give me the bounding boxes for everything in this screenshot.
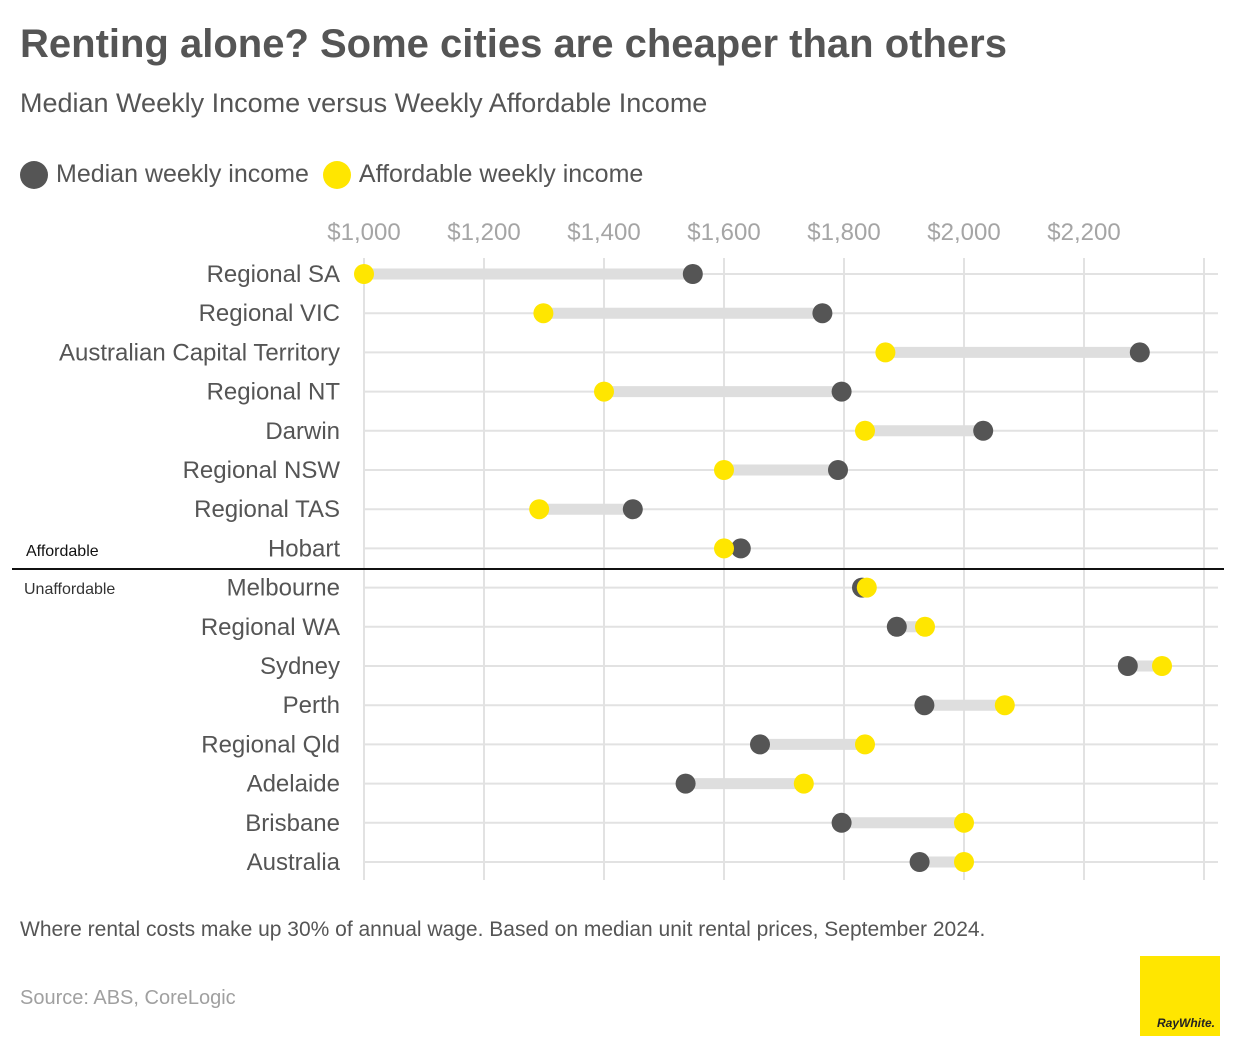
median-point [909, 852, 930, 872]
category-label: Regional NSW [183, 457, 341, 484]
category-label: Regional NT [207, 379, 341, 406]
x-tick-label: $2,000 [927, 219, 1000, 246]
legend-label-affordable: Affordable weekly income [358, 160, 644, 188]
affordable-point [594, 381, 614, 402]
chart-rows: Regional SA Regional VIC Australian Capita… [59, 261, 1172, 876]
category-label: Australian Capital Territory [59, 339, 340, 366]
x-tick-label: $2,200 [1047, 219, 1120, 246]
median-point [831, 812, 852, 833]
category-label: Hobart [268, 535, 340, 562]
logo-text: RayWhite. [1156, 1016, 1215, 1030]
affordable-point [354, 264, 374, 284]
affordable-point [855, 734, 875, 755]
annotation-unaffordable: Unaffordable [24, 581, 115, 598]
affordable-point [954, 852, 974, 872]
median-point [750, 734, 770, 755]
median-point [622, 499, 643, 520]
chart-title: Renting alone? Some cities are cheaper t… [20, 22, 1007, 66]
affordable-point [529, 499, 550, 520]
annotations: Affordable Unaffordable [12, 543, 1224, 598]
median-point [682, 264, 703, 284]
category-label: Adelaide [247, 771, 340, 798]
source-note: Source: ABS, CoreLogic [20, 987, 236, 1009]
median-point [730, 538, 751, 559]
affordable-point [714, 460, 734, 480]
median-point [831, 381, 852, 402]
ray-white-logo: RayWhite. [1140, 956, 1220, 1036]
x-axis-ticks: $1,000 $1,200 $1,400 $1,600 $1,800 $2,000 $2,2… [327, 219, 1120, 246]
x-tick-label: $1,800 [807, 219, 880, 246]
legend-item-affordable: Affordable weekly income [322, 160, 644, 189]
dumbbell-chart: $1,000 $1,200 $1,400 $1,600 $1,800 $2,000 $2,2… [12, 219, 1224, 880]
x-tick-label: $1,200 [447, 219, 520, 246]
affordable-point [954, 812, 974, 833]
chart-subtitle: Median Weekly Income versus Weekly Affor… [20, 88, 708, 118]
affordable-point [875, 342, 896, 363]
median-point [812, 303, 833, 324]
category-label: Australia [247, 849, 341, 876]
affordable-point [533, 303, 554, 324]
footnote: Where rental costs make up 30% of annual… [20, 918, 986, 941]
median-point [1117, 656, 1138, 676]
median-point [914, 695, 935, 716]
category-label: Regional VIC [199, 300, 340, 327]
category-label: Regional TAS [194, 496, 340, 523]
affordable-point [1152, 656, 1172, 676]
median-point [1129, 342, 1150, 363]
category-label: Sydney [260, 653, 340, 680]
legend-label-median: Median weekly income [56, 160, 309, 188]
affordable-point [994, 695, 1015, 716]
category-label: Regional SA [207, 261, 340, 288]
annotation-affordable: Affordable [26, 543, 99, 560]
median-point [675, 773, 696, 794]
affordable-point [856, 577, 877, 598]
affordable-point [855, 420, 875, 441]
affordable-point [915, 616, 935, 637]
legend-swatch-median [20, 160, 48, 189]
median-point [973, 420, 994, 441]
median-point [886, 616, 907, 637]
affordable-point [793, 773, 814, 794]
category-label: Darwin [265, 418, 340, 445]
category-label: Perth [283, 692, 340, 719]
category-label: Regional Qld [201, 731, 340, 758]
legend-item-median: Median weekly income [20, 160, 309, 189]
median-point [828, 460, 848, 480]
x-tick-label: $1,600 [687, 219, 760, 246]
x-tick-label: $1,400 [567, 219, 640, 246]
category-label: Regional WA [201, 614, 340, 641]
x-tick-label: $1,000 [327, 219, 400, 246]
category-label: Melbourne [227, 575, 340, 602]
category-label: Brisbane [245, 810, 340, 837]
legend-swatch-affordable [322, 160, 351, 189]
legend: Median weekly income Affordable weekly i… [20, 160, 657, 189]
affordable-point [714, 538, 734, 559]
